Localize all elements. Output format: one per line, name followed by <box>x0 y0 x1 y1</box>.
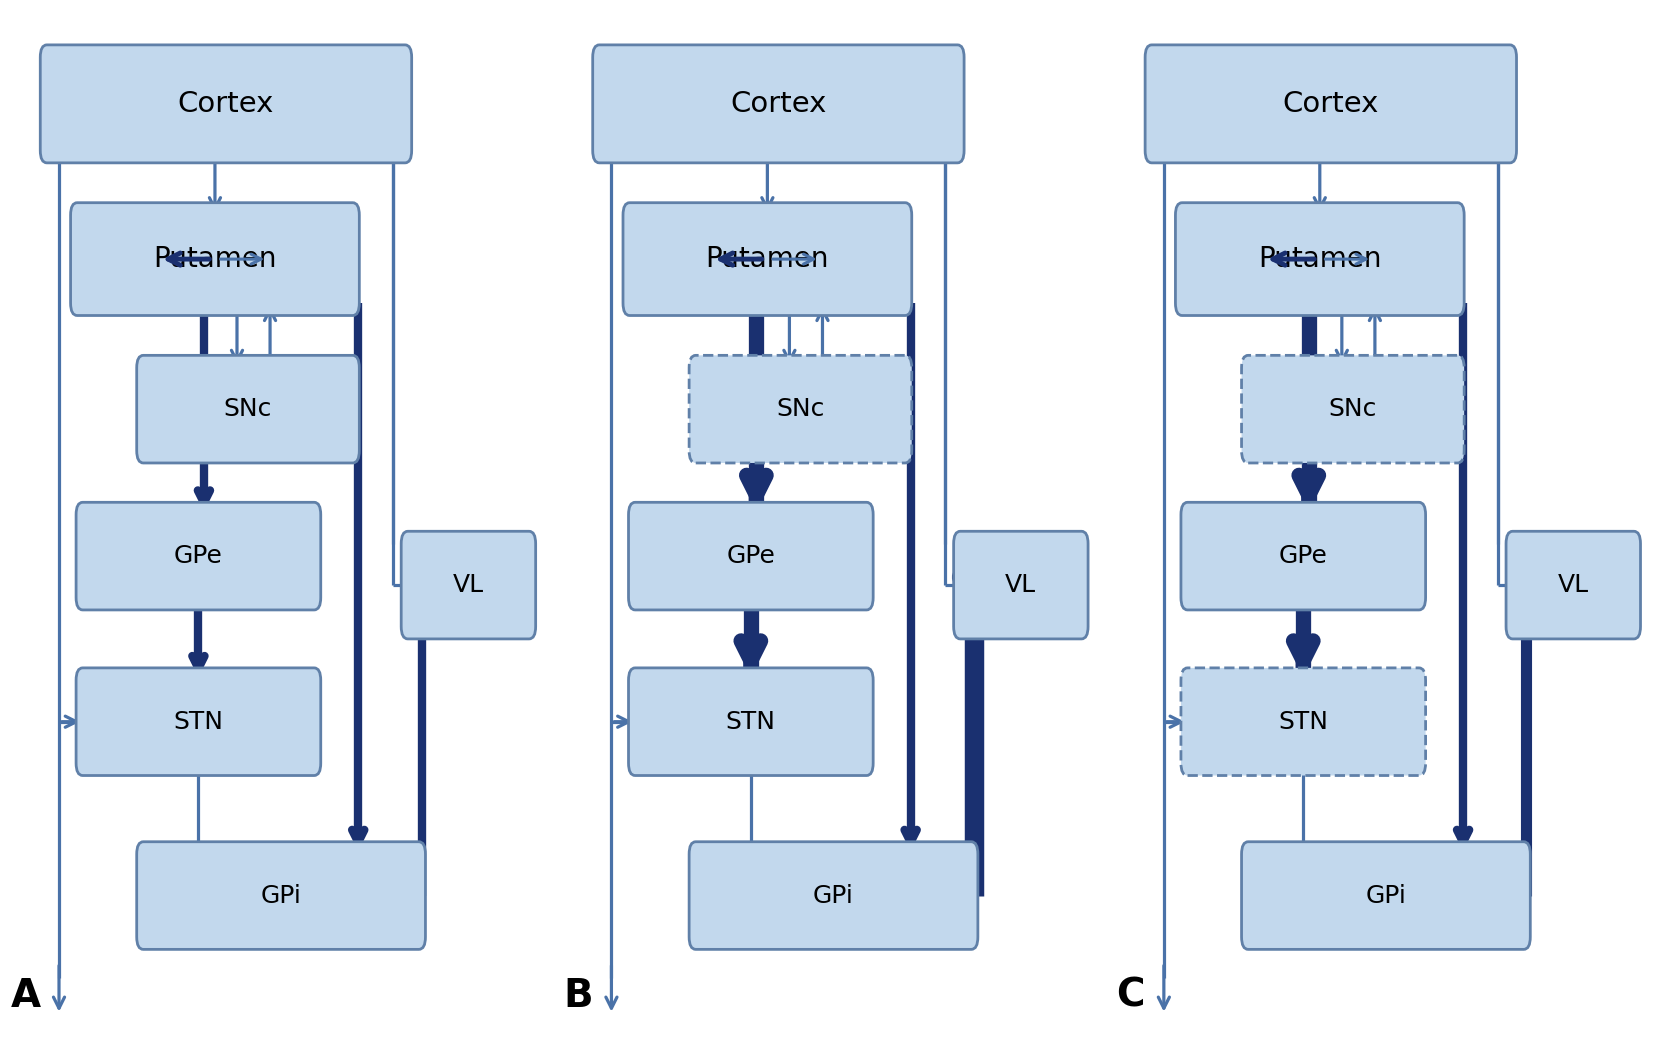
FancyBboxPatch shape <box>1180 502 1425 610</box>
Text: Cortex: Cortex <box>730 90 827 118</box>
Text: GPe: GPe <box>1279 544 1327 568</box>
FancyBboxPatch shape <box>77 502 320 610</box>
FancyBboxPatch shape <box>77 668 320 775</box>
FancyBboxPatch shape <box>40 45 412 163</box>
Text: C: C <box>1115 977 1145 1015</box>
Text: Putamen: Putamen <box>705 245 828 273</box>
Text: VL: VL <box>453 573 483 597</box>
Text: Cortex: Cortex <box>178 90 273 118</box>
FancyBboxPatch shape <box>137 842 425 950</box>
FancyBboxPatch shape <box>137 356 360 463</box>
Text: GPe: GPe <box>727 544 775 568</box>
Text: Putamen: Putamen <box>153 245 277 273</box>
FancyBboxPatch shape <box>628 668 874 775</box>
FancyBboxPatch shape <box>954 531 1089 639</box>
FancyBboxPatch shape <box>1180 668 1425 775</box>
FancyBboxPatch shape <box>628 502 874 610</box>
Text: GPe: GPe <box>173 544 223 568</box>
FancyBboxPatch shape <box>623 203 912 316</box>
FancyBboxPatch shape <box>593 45 964 163</box>
Text: GPi: GPi <box>1365 884 1407 908</box>
Text: GPi: GPi <box>813 884 854 908</box>
FancyBboxPatch shape <box>70 203 360 316</box>
Text: STN: STN <box>173 709 223 733</box>
FancyBboxPatch shape <box>1242 356 1464 463</box>
Text: VL: VL <box>1005 573 1037 597</box>
Text: STN: STN <box>1279 709 1329 733</box>
Text: STN: STN <box>725 709 775 733</box>
FancyBboxPatch shape <box>688 842 979 950</box>
Text: SNc: SNc <box>777 397 825 422</box>
FancyBboxPatch shape <box>1175 203 1464 316</box>
Text: B: B <box>563 977 593 1015</box>
FancyBboxPatch shape <box>1145 45 1517 163</box>
FancyBboxPatch shape <box>688 356 912 463</box>
Text: SNc: SNc <box>1329 397 1377 422</box>
Text: SNc: SNc <box>223 397 272 422</box>
FancyBboxPatch shape <box>1242 842 1530 950</box>
Text: VL: VL <box>1557 573 1589 597</box>
Text: GPi: GPi <box>260 884 302 908</box>
FancyBboxPatch shape <box>402 531 535 639</box>
Text: Cortex: Cortex <box>1282 90 1379 118</box>
FancyBboxPatch shape <box>1505 531 1640 639</box>
Text: A: A <box>12 977 42 1015</box>
Text: Putamen: Putamen <box>1259 245 1382 273</box>
